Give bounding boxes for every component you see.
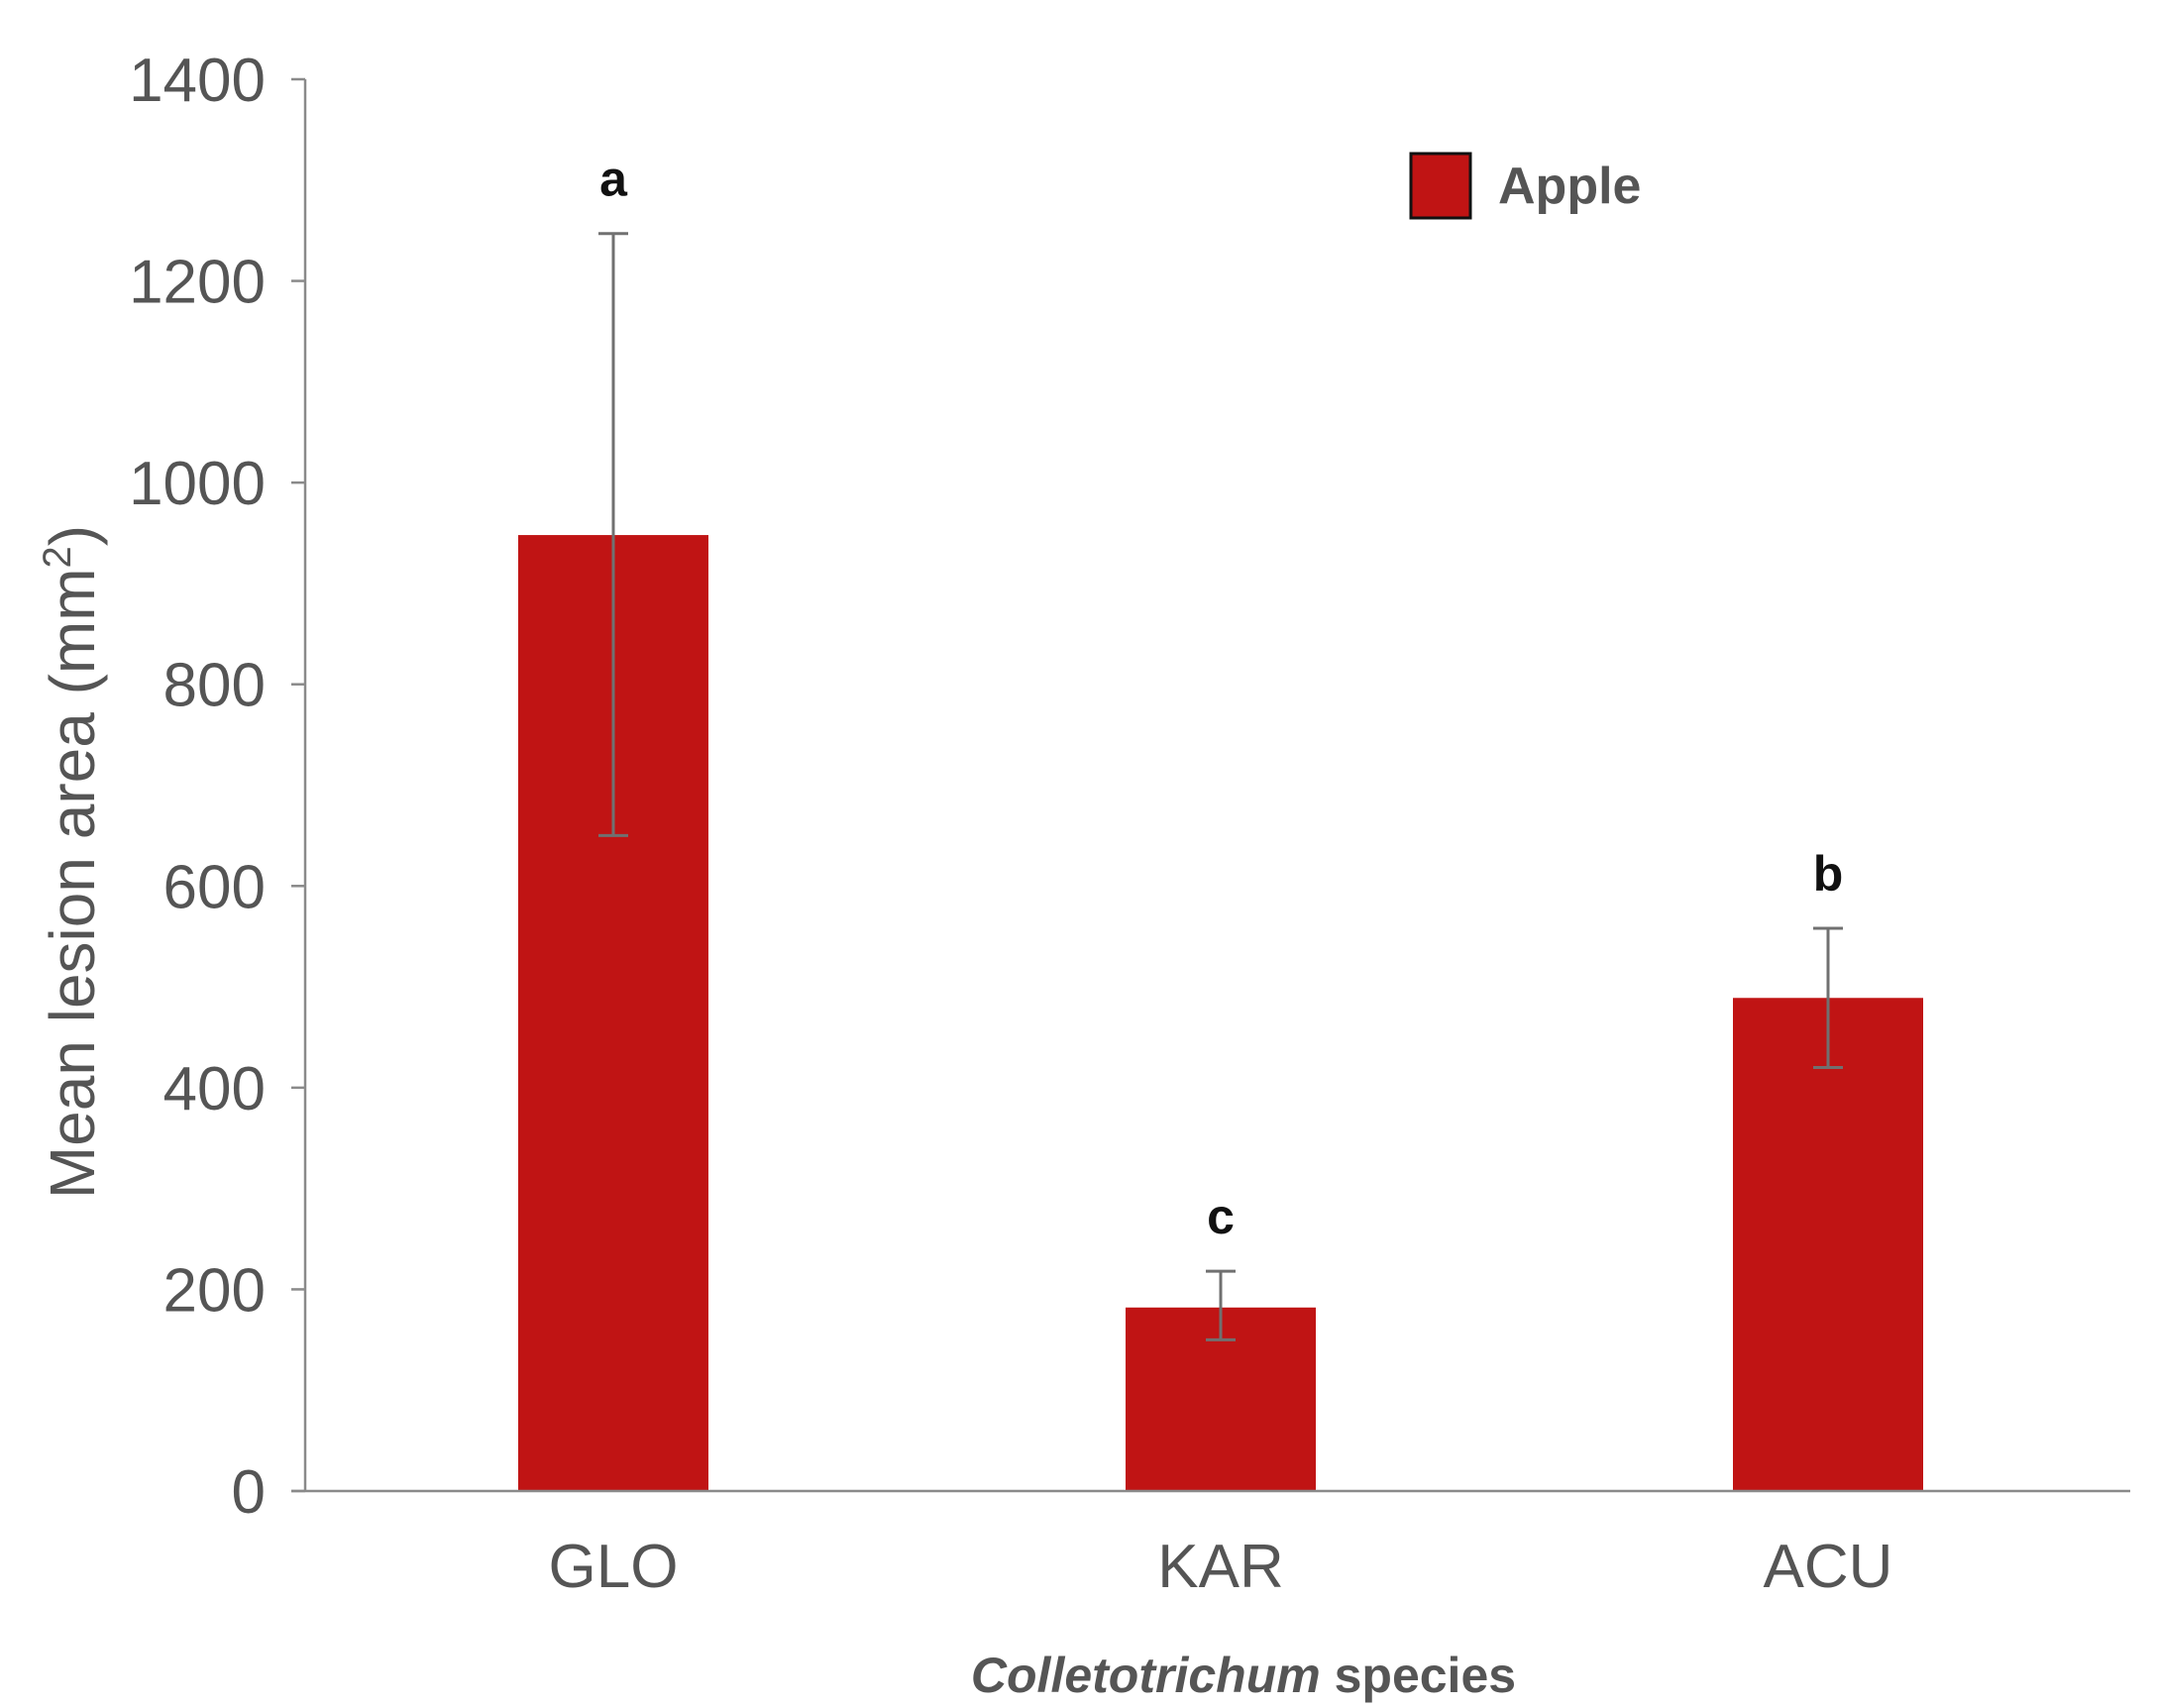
error-bars: [598, 232, 1843, 1341]
y-tick-label: 800: [163, 652, 266, 720]
y-tick-label: 1400: [129, 47, 266, 115]
x-tick-label: KAR: [1157, 1533, 1283, 1601]
y-axis-ticks: 0 200 400 600 800 1000 1200 1400: [129, 47, 305, 1527]
y-tick-label: 0: [232, 1458, 266, 1527]
x-axis-title: Colletotrichum species: [971, 1648, 1516, 1703]
bars: [518, 535, 1923, 1491]
significance-letter: c: [1207, 1189, 1235, 1244]
legend: Apple: [1409, 152, 1641, 220]
y-tick-label: 600: [163, 853, 266, 921]
y-tick-label: 1200: [129, 249, 266, 317]
y-axis-title: Mean lesion area (mm2): [36, 525, 108, 1199]
y-tick-label: 1000: [129, 450, 266, 518]
legend-swatch: [1409, 152, 1472, 220]
bar-acu: [1733, 998, 1923, 1491]
y-tick-label: 200: [163, 1256, 266, 1325]
x-tick-label: ACU: [1764, 1533, 1893, 1601]
x-axis-ticks: GLO KAR ACU: [549, 1533, 1893, 1601]
x-tick-label: GLO: [549, 1533, 679, 1601]
significance-letter: b: [1813, 846, 1844, 902]
error-bar-glo: [598, 232, 628, 837]
legend-label: Apple: [1498, 158, 1641, 215]
error-bar-kar: [1206, 1269, 1236, 1341]
y-tick-label: 400: [163, 1055, 266, 1123]
significance-letter: a: [599, 152, 628, 207]
significance-letters: a c b: [599, 152, 1843, 1244]
error-bar-acu: [1813, 926, 1843, 1069]
